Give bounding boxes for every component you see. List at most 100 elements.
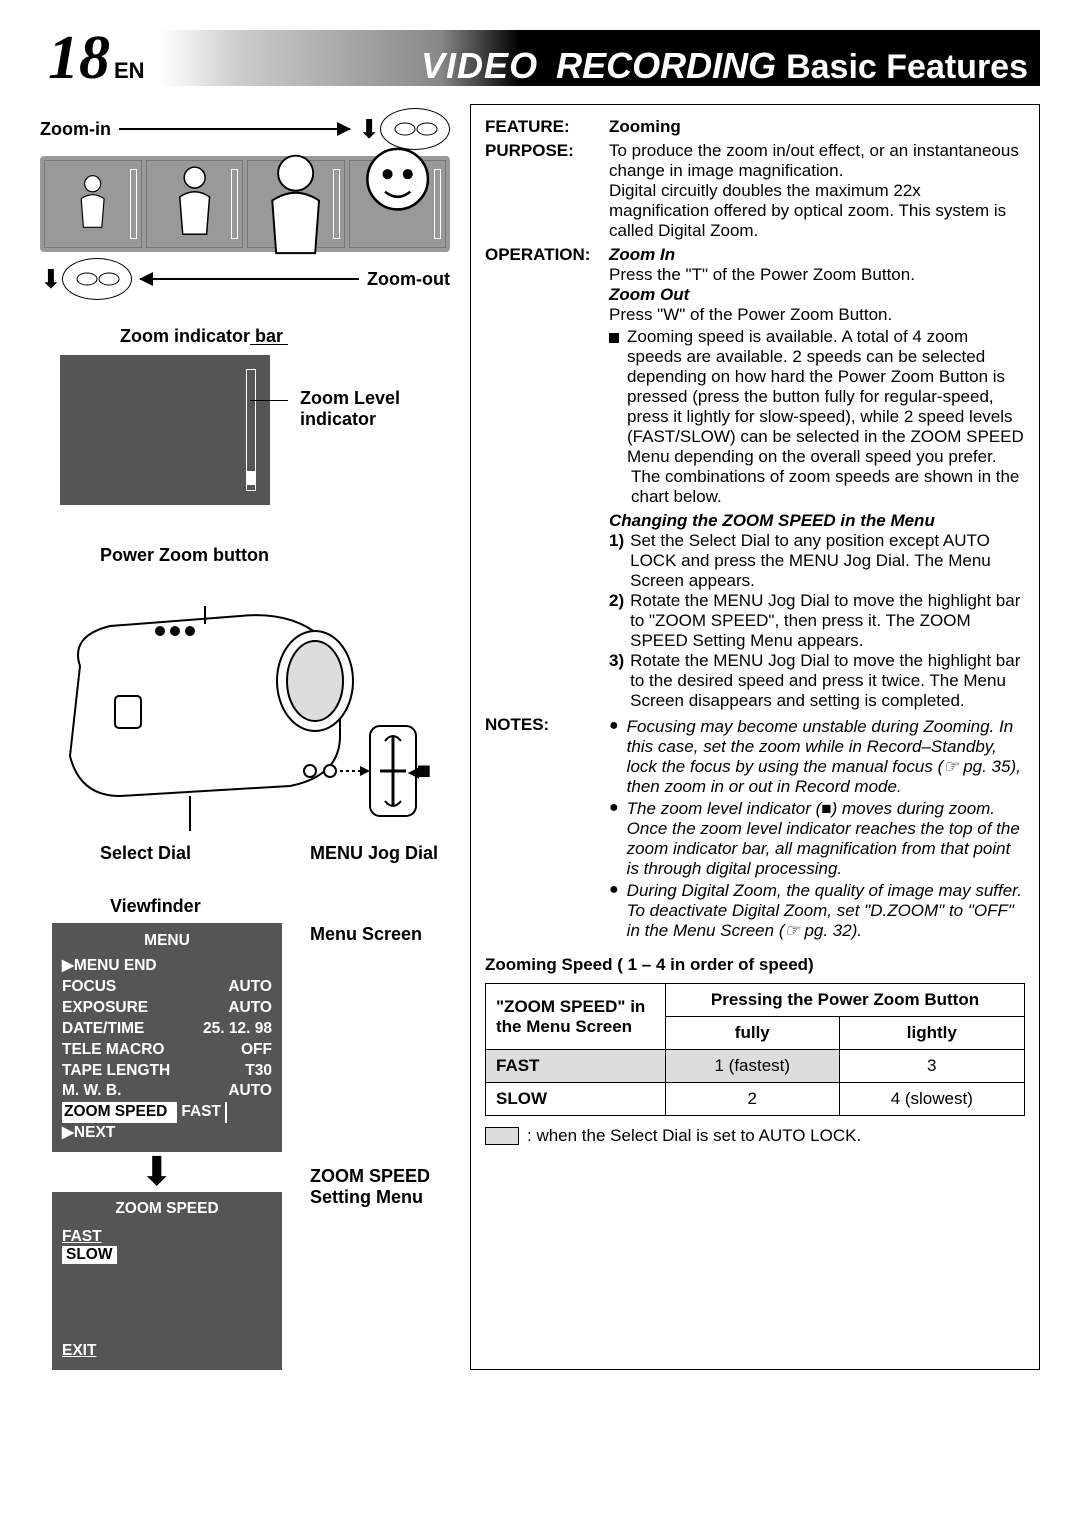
menu-row: FOCUS AUTO xyxy=(62,977,272,998)
zoom-speed-slow: SLOW xyxy=(62,1246,117,1264)
menu-item-value: 25. 12. 98 xyxy=(203,1019,272,1040)
zoom-in-label: Zoom-in xyxy=(40,119,111,140)
menu-item-value: FAST xyxy=(177,1102,225,1123)
note-text: The zoom level indicator (■) moves durin… xyxy=(627,799,1025,879)
content: Zoom-in ⬇ xyxy=(40,104,1040,1370)
zoom-in-text: Press the "T" of the Power Zoom Button. xyxy=(609,265,1025,285)
gray-box-icon xyxy=(485,1127,519,1145)
zoom-out-text: Press "W" of the Power Zoom Button. xyxy=(609,305,1025,325)
notes-key: NOTES: xyxy=(485,715,593,941)
table-cell: 3 xyxy=(839,1050,1024,1083)
left-column: Zoom-in ⬇ xyxy=(40,104,450,1370)
title-recording: RECORDING xyxy=(556,45,776,87)
menu-item-value: AUTO xyxy=(228,998,272,1019)
bullet-icon: ● xyxy=(609,717,619,797)
zoom-frame xyxy=(146,160,244,248)
indicator-area: Zoom indicator bar Zoom Level indicator xyxy=(40,326,450,505)
menu-row: TELE MACRO OFF xyxy=(62,1040,272,1061)
menu-title: MENU xyxy=(62,931,272,952)
table-header: lightly xyxy=(839,1017,1024,1050)
menu-item-label: ZOOM SPEED xyxy=(64,1102,167,1123)
zoom-out-head: Zoom Out xyxy=(609,285,1025,305)
bullet-sub-text: The combinations of zoom speeds are show… xyxy=(631,467,1025,507)
menu-item-value: AUTO xyxy=(228,977,272,998)
power-zoom-button-label: Power Zoom button xyxy=(100,545,450,566)
zoom-speed-menu-title: ZOOM SPEED xyxy=(62,1200,272,1218)
menu-screen-box: MENU ▶MENU ENDFOCUSAUTOEXPOSUREAUTODATE/… xyxy=(52,923,282,1152)
changing-head: Changing the ZOOM SPEED in the Menu xyxy=(609,511,1025,531)
footer-note: : when the Select Dial is set to AUTO LO… xyxy=(485,1126,1025,1146)
step-num: 1) xyxy=(609,531,624,591)
step-text: Rotate the MENU Jog Dial to move the hig… xyxy=(630,651,1025,711)
indicator-level-icon xyxy=(246,471,256,485)
menu-item-label: FOCUS xyxy=(62,977,116,998)
bullet-icon: ● xyxy=(609,881,619,941)
viewfinder-area: Viewfinder Menu Screen MENU ▶MENU ENDFOC… xyxy=(40,896,450,1370)
speed-table-heading: Zooming Speed ( 1 – 4 in order of speed) xyxy=(485,955,1025,975)
zoom-strip-area: Zoom-in ⬇ xyxy=(40,108,450,300)
menu-row: TAPE LENGTH T30 xyxy=(62,1061,272,1082)
table-cell: SLOW xyxy=(486,1083,666,1116)
menu-next: ▶NEXT xyxy=(62,1123,272,1144)
table-header: fully xyxy=(666,1017,840,1050)
table-header: "ZOOM SPEED" in the Menu Screen xyxy=(486,984,666,1050)
purpose-key: PURPOSE: xyxy=(485,141,593,241)
feature-key: FEATURE: xyxy=(485,117,593,137)
bullet-item: Zooming speed is available. A total of 4… xyxy=(609,327,1025,467)
purpose-text2: Digital circuitly doubles the maximum 22… xyxy=(609,181,1025,241)
footer-note-text: : when the Select Dial is set to AUTO LO… xyxy=(527,1126,861,1146)
down-arrow-icon: ⬇ xyxy=(40,264,62,295)
menu-item-value: T30 xyxy=(245,1061,272,1082)
page-header: 18 EN VIDEO RECORDING Basic Features xyxy=(40,30,1040,86)
menu-item-label: ▶MENU END xyxy=(62,956,157,977)
menu-item-label: M. W. B. xyxy=(62,1081,121,1102)
zoom-speed-setting-label: ZOOM SPEED Setting Menu xyxy=(310,1166,460,1208)
zoom-frame xyxy=(349,160,447,248)
menu-row: M. W. B. AUTO xyxy=(62,1081,272,1102)
note-text: Focusing may become unstable during Zoom… xyxy=(627,717,1025,797)
table-row: FAST 1 (fastest) 3 xyxy=(486,1050,1025,1083)
zoom-frame xyxy=(44,160,142,248)
title-video: VIDEO xyxy=(421,45,538,87)
speed-table: "ZOOM SPEED" in the Menu Screen Pressing… xyxy=(485,983,1025,1116)
zoom-frame xyxy=(247,160,345,248)
menu-screen-label: Menu Screen xyxy=(310,924,422,945)
camera-icon: III xyxy=(40,576,440,846)
menu-item-label: TAPE LENGTH xyxy=(62,1061,170,1082)
menu-item-value: OFF xyxy=(241,1040,272,1061)
zoom-speed-fast: FAST xyxy=(62,1228,272,1246)
bullet-text: Zooming speed is available. A total of 4… xyxy=(627,327,1025,467)
title-basic: Basic Features xyxy=(786,48,1040,87)
right-column: FEATURE: Zooming PURPOSE: To produce the… xyxy=(470,104,1040,1370)
menu-item-label: DATE/TIME xyxy=(62,1019,144,1040)
bullet-icon: ● xyxy=(609,799,619,879)
callout-line xyxy=(250,344,288,345)
table-header: Pressing the Power Zoom Button xyxy=(666,984,1025,1017)
page-number: 18 xyxy=(40,30,110,86)
square-bullet-icon xyxy=(609,333,619,343)
table-cell: 1 (fastest) xyxy=(666,1050,840,1083)
arrow-left-icon xyxy=(140,278,359,280)
svg-text:III: III xyxy=(418,763,430,779)
menu-row-highlighted: ZOOM SPEED FAST xyxy=(62,1102,227,1123)
select-dial-label: Select Dial xyxy=(100,843,191,864)
figure-small-icon xyxy=(64,170,121,239)
table-cell: 2 xyxy=(666,1083,840,1116)
zoom-button-pad-icon xyxy=(62,258,132,300)
note-text: During Digital Zoom, the quality of imag… xyxy=(627,881,1025,941)
menu-row: ▶MENU END xyxy=(62,956,272,977)
viewfinder-label: Viewfinder xyxy=(110,896,450,917)
page-lang: EN xyxy=(114,58,145,84)
menu-item-value: AUTO xyxy=(228,1081,272,1102)
purpose-text: To produce the zoom in/out effect, or an… xyxy=(609,141,1025,181)
step-num: 3) xyxy=(609,651,624,711)
operation-key: OPERATION: xyxy=(485,245,593,711)
zoom-frames xyxy=(40,156,450,252)
menu-item-label: TELE MACRO xyxy=(62,1040,164,1061)
table-row: SLOW 2 4 (slowest) xyxy=(486,1083,1025,1116)
table-cell: FAST xyxy=(486,1050,666,1083)
menu-jog-dial-label: MENU Jog Dial xyxy=(310,843,438,864)
feature-value: Zooming xyxy=(609,117,681,136)
indicator-screen xyxy=(60,355,270,505)
menu-row: DATE/TIME 25. 12. 98 xyxy=(62,1019,272,1040)
